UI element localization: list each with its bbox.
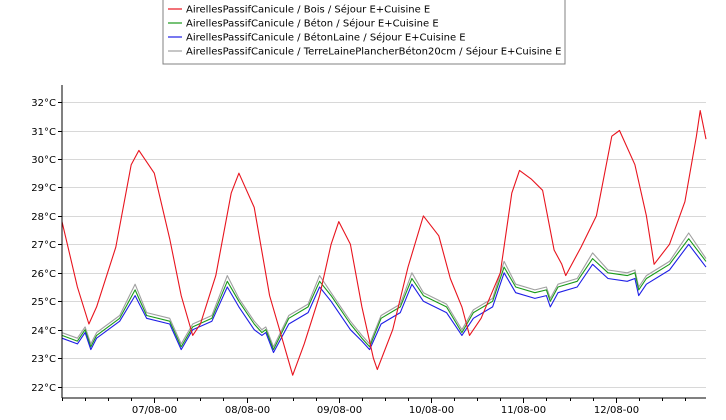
series-line-1 [61, 238, 707, 351]
x-tick-label: 08/08-00 [225, 405, 270, 416]
y-tick-label: 27°C [31, 240, 56, 251]
legend-label: AirellesPassifCanicule / BétonLaine / Sé… [186, 32, 466, 44]
series-line-0 [61, 110, 707, 376]
x-tick-label: 09/08-00 [317, 405, 362, 416]
y-tick-label: 26°C [31, 269, 56, 280]
legend: AirellesPassifCanicule / Bois / Séjour E… [162, 0, 566, 65]
y-tick-label: 30°C [31, 155, 56, 166]
x-tick-label: 10/08-00 [409, 405, 454, 416]
legend-label: AirellesPassifCanicule / Bois / Séjour E… [186, 4, 430, 16]
legend-label: AirellesPassifCanicule / TerreLainePlanc… [186, 46, 562, 58]
y-ticks: 22°C 23°C 24°C 25°C 26°C 27°C 28°C 29°C 30°C 31°C… [31, 98, 62, 394]
x-ticks: 07/08-00 08/08-00 09/08-00 10/08-00 11/08-00… [62, 398, 686, 416]
legend-box [162, 0, 566, 65]
x-tick-label: 07/08-00 [132, 405, 177, 416]
y-tick-label: 31°C [31, 127, 56, 138]
series-line-2 [61, 243, 707, 354]
axes [61, 85, 706, 399]
series-layer [61, 110, 707, 376]
x-tick-label: 12/08-00 [594, 405, 639, 416]
y-tick-label: 28°C [31, 212, 56, 223]
legend-label: AirellesPassifCanicule / Béton / Séjour … [186, 18, 439, 30]
y-tick-label: 24°C [31, 326, 56, 337]
x-tick-label: 11/08-00 [501, 405, 546, 416]
y-tick-label: 25°C [31, 297, 56, 308]
grid [62, 102, 706, 388]
series-line-3 [61, 232, 707, 348]
y-tick-label: 23°C [31, 354, 56, 365]
y-tick-label: 22°C [31, 383, 56, 394]
y-tick-label: 29°C [31, 183, 56, 194]
y-tick-label: 32°C [31, 98, 56, 109]
